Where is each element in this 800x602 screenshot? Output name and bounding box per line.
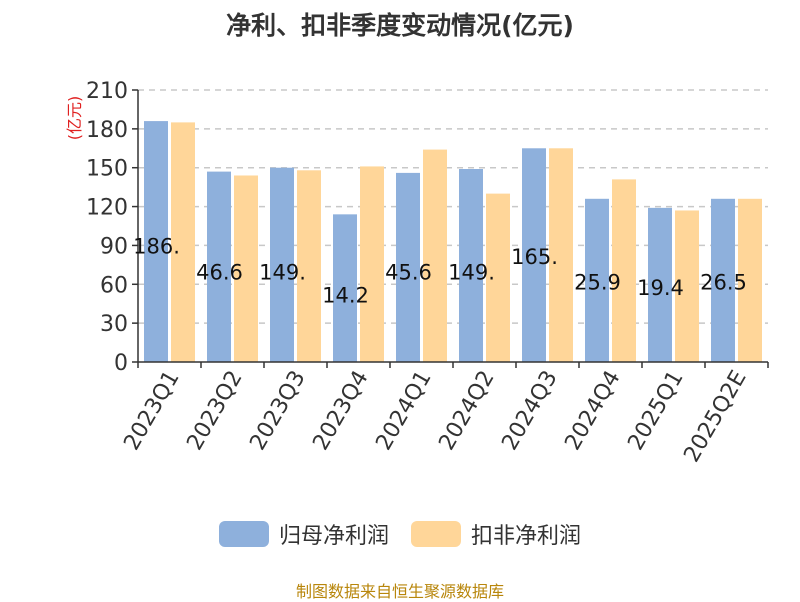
legend-label-deducted-profit: 扣非净利润 <box>471 524 582 549</box>
data-label: 186. <box>133 234 180 258</box>
bar-net-profit <box>522 148 546 362</box>
x-tick-label: 2024Q4 <box>560 367 625 455</box>
data-label: 165. <box>511 245 558 269</box>
data-label: 149. <box>259 260 306 284</box>
bar-net-profit <box>396 172 420 362</box>
bar-net-profit <box>585 198 609 362</box>
bar-deducted-profit <box>423 149 447 362</box>
bar-deducted-profit <box>297 170 321 362</box>
data-label: 26.5 <box>700 271 747 295</box>
x-tick-label: 2023Q2 <box>182 367 247 455</box>
chart-title: 净利、扣非季度变动情况(亿元) <box>226 11 574 40</box>
bar-deducted-profit <box>171 122 195 362</box>
data-label: 25.9 <box>574 271 621 295</box>
legend-swatch-deducted-profit <box>411 521 461 547</box>
data-label: 46.6 <box>196 260 243 284</box>
x-tick-label: 2024Q3 <box>497 367 562 455</box>
bar-net-profit <box>711 198 735 362</box>
x-tick-label: 2024Q1 <box>371 367 436 455</box>
x-tick-label: 2023Q1 <box>119 367 184 455</box>
bar-net-profit <box>333 214 357 362</box>
y-tick-label: 180 <box>86 118 128 143</box>
data-source-note: 制图数据来自恒生聚源数据库 <box>295 582 504 601</box>
x-tick-label: 2025Q2E <box>679 367 751 467</box>
bar-deducted-profit <box>360 166 384 362</box>
y-tick-label: 150 <box>86 157 128 182</box>
legend-label-net-profit: 归母净利润 <box>278 524 389 549</box>
y-tick-label: 30 <box>100 312 128 337</box>
bar-deducted-profit <box>234 175 258 362</box>
x-tick-label: 2025Q1 <box>623 367 688 455</box>
data-label: 19.4 <box>637 276 684 300</box>
y-tick-label: 60 <box>100 273 128 298</box>
bar-net-profit <box>144 121 168 362</box>
chart-legend: 归母净利润 扣非净利润 <box>0 518 800 550</box>
y-tick-label: 90 <box>100 234 128 259</box>
legend-item-deducted-profit[interactable]: 扣非净利润 <box>411 518 581 550</box>
bar-deducted-profit <box>486 193 510 362</box>
bar-deducted-profit <box>612 179 636 362</box>
data-label: 14.2 <box>322 284 369 308</box>
bar-net-profit <box>207 171 231 362</box>
bar-net-profit <box>648 207 672 362</box>
bar-net-profit <box>459 169 483 362</box>
bar-deducted-profit <box>675 210 699 362</box>
y-axis-label: (亿元) <box>65 96 84 141</box>
y-tick-label: 120 <box>86 196 128 221</box>
y-tick-label: 210 <box>86 79 128 104</box>
x-tick-label: 2023Q4 <box>308 367 373 455</box>
bar-net-profit <box>270 167 294 362</box>
legend-swatch-net-profit <box>218 521 269 547</box>
data-label: 45.6 <box>385 260 432 284</box>
bar-deducted-profit <box>738 198 762 362</box>
x-tick-label: 2024Q2 <box>434 367 499 455</box>
bar-deducted-profit <box>549 148 573 362</box>
x-tick-label: 2023Q3 <box>245 367 310 455</box>
y-tick-label: 0 <box>114 351 128 376</box>
bar-chart: 0306090120150180210(亿元)2023Q12023Q22023Q… <box>65 79 769 467</box>
data-label: 149. <box>448 260 495 284</box>
legend-item-net-profit[interactable]: 归母净利润 <box>218 518 389 550</box>
